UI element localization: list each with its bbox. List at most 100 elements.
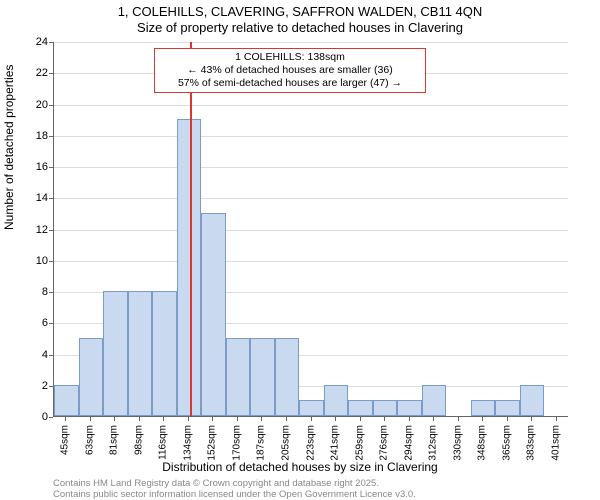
xtick-mark [212,417,213,421]
xtick-label: 276sqm [379,425,390,461]
ytick-mark [49,73,53,74]
xtick-mark [531,417,532,421]
xtick-label: 312sqm [428,425,439,461]
ytick-mark [49,198,53,199]
xtick-label: 45sqm [60,425,71,455]
ytick-label: 22 [8,67,48,79]
xtick-label: 401sqm [550,425,561,461]
annotation-box: 1 COLEHILLS: 138sqm ← 43% of detached ho… [154,48,426,93]
plot-area: 1 COLEHILLS: 138sqm ← 43% of detached ho… [53,42,568,417]
x-axis-title: Distribution of detached houses by size … [0,460,600,474]
histogram-bar [103,291,128,416]
annotation-line1: 1 COLEHILLS: 138sqm [160,51,420,64]
histogram-bar [152,291,177,416]
xtick-mark [458,417,459,421]
histogram-bar [79,338,104,416]
histogram-bar [128,291,153,416]
ytick-mark [49,105,53,106]
ytick-mark [49,323,53,324]
xtick-mark [556,417,557,421]
ytick-mark [49,355,53,356]
histogram-bar [348,400,373,416]
xtick-label: 241sqm [330,425,341,461]
gridline [54,230,568,231]
xtick-label: 134sqm [182,425,193,461]
histogram-bar [422,385,447,416]
xtick-label: 152sqm [207,425,218,461]
xtick-label: 98sqm [133,425,144,455]
xtick-label: 187sqm [256,425,267,461]
xtick-mark [261,417,262,421]
xtick-label: 205sqm [280,425,291,461]
gridline [54,136,568,137]
histogram-bar [520,385,545,416]
xtick-mark [384,417,385,421]
xtick-label: 348sqm [477,425,488,461]
histogram-bar [324,385,349,416]
xtick-label: 223sqm [305,425,316,461]
xtick-label: 259sqm [354,425,365,461]
ytick-mark [49,417,53,418]
ytick-label: 14 [8,192,48,204]
ytick-label: 18 [8,130,48,142]
xtick-mark [188,417,189,421]
gridline [54,105,568,106]
ytick-mark [49,167,53,168]
ytick-mark [49,261,53,262]
xtick-mark [335,417,336,421]
histogram-bar [226,338,251,416]
gridline [54,167,568,168]
histogram-bar [54,385,79,416]
xtick-label: 365sqm [501,425,512,461]
histogram-bar [275,338,300,416]
ytick-label: 0 [8,411,48,423]
histogram-bar [177,119,202,416]
property-marker-line [190,42,192,416]
gridline [54,261,568,262]
ytick-label: 2 [8,380,48,392]
xtick-mark [237,417,238,421]
xtick-label: 383sqm [526,425,537,461]
xtick-mark [286,417,287,421]
histogram-bar [495,400,520,416]
ytick-mark [49,42,53,43]
xtick-mark [360,417,361,421]
xtick-label: 116sqm [158,425,169,460]
chart-title-line1: 1, COLEHILLS, CLAVERING, SAFFRON WALDEN,… [0,4,600,19]
footer-line2: Contains public sector information licen… [53,489,416,500]
y-axis-title: Number of detached properties [2,65,16,230]
xtick-mark [507,417,508,421]
xtick-mark [90,417,91,421]
xtick-label: 63sqm [84,425,95,455]
ytick-mark [49,230,53,231]
ytick-label: 12 [8,224,48,236]
ytick-label: 6 [8,317,48,329]
ytick-label: 20 [8,99,48,111]
xtick-mark [163,417,164,421]
annotation-line2: ← 43% of detached houses are smaller (36… [160,64,420,77]
xtick-mark [482,417,483,421]
gridline [54,198,568,199]
xtick-label: 330sqm [452,425,463,461]
ytick-label: 24 [8,36,48,48]
footer-line1: Contains HM Land Registry data © Crown c… [53,478,379,489]
xtick-mark [139,417,140,421]
ytick-mark [49,292,53,293]
histogram-bar [471,400,496,416]
xtick-label: 81sqm [109,425,120,455]
xtick-mark [433,417,434,421]
xtick-mark [65,417,66,421]
annotation-line3: 57% of semi-detached houses are larger (… [160,77,420,90]
xtick-mark [409,417,410,421]
xtick-mark [114,417,115,421]
ytick-mark [49,386,53,387]
xtick-label: 294sqm [403,425,414,461]
histogram-bar [299,400,324,416]
histogram-bar [250,338,275,416]
chart-title-line2: Size of property relative to detached ho… [0,20,600,35]
histogram-bar [201,213,226,416]
gridline [54,42,568,43]
histogram-bar [397,400,422,416]
ytick-label: 10 [8,255,48,267]
histogram-bar [373,400,398,416]
